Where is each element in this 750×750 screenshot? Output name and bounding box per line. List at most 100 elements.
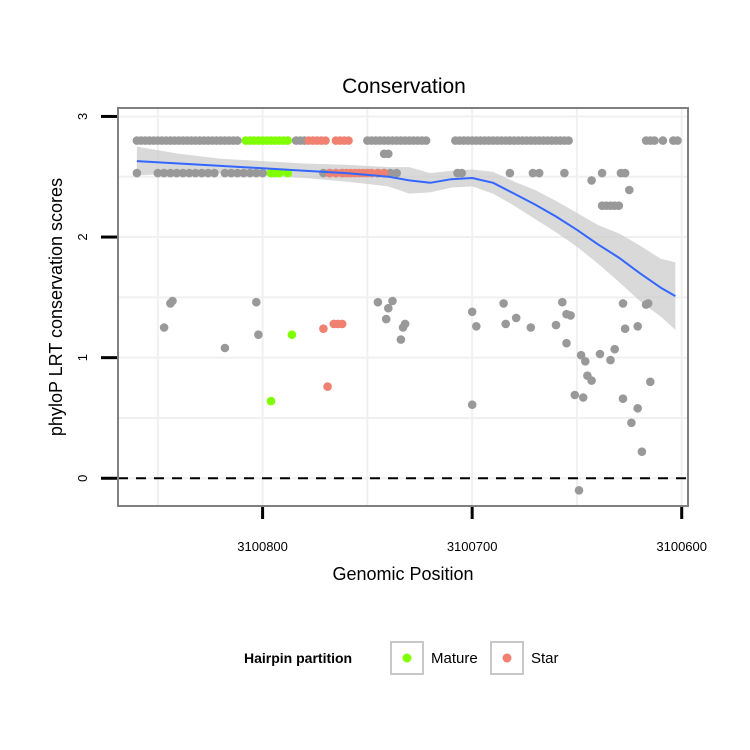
y-tick-label: 1	[75, 354, 90, 361]
data-point-other	[245, 168, 255, 178]
data-point-other	[254, 330, 263, 340]
data-point-other	[472, 322, 481, 331]
data-point-other	[501, 319, 511, 329]
data-point-other	[384, 303, 393, 313]
data-point-other	[233, 168, 242, 178]
data-point-other	[633, 322, 642, 331]
data-point-other	[646, 377, 655, 387]
data-point-other	[574, 486, 584, 495]
data-point-other	[388, 296, 397, 306]
y-axis-label: phyloP LRT conservation scores	[46, 178, 66, 436]
legend: Hairpin partition Mature Star	[244, 641, 559, 675]
data-point-other	[606, 355, 615, 365]
data-point-other	[643, 299, 653, 308]
data-point-other	[251, 168, 261, 178]
data-point-other	[560, 168, 569, 178]
data-point-other	[625, 185, 634, 195]
x-tick-label: 3100800	[237, 539, 288, 554]
data-point-other	[381, 314, 391, 324]
data-point-other	[558, 297, 567, 307]
data-point-other	[564, 136, 573, 145]
data-point-other	[597, 201, 607, 210]
data-point-other	[562, 338, 571, 348]
data-point-other	[159, 323, 169, 332]
data-point-mature	[275, 168, 284, 178]
data-point-other	[587, 376, 596, 385]
data-point-mature	[287, 330, 297, 340]
data-point-other	[172, 168, 181, 178]
data-point-other	[467, 307, 477, 317]
data-point-other	[597, 168, 607, 178]
data-point-other	[633, 404, 642, 413]
legend-key-mature	[390, 641, 424, 675]
y-tick-label: 2	[75, 233, 90, 240]
data-point-other	[233, 136, 242, 145]
data-point-other	[210, 168, 219, 178]
data-point-mature	[283, 168, 293, 178]
data-point-other	[587, 176, 596, 185]
data-point-other	[595, 349, 605, 359]
legend-label-star: Star	[531, 650, 559, 667]
data-point-other	[166, 168, 175, 178]
data-point-other	[526, 323, 536, 332]
data-point-star	[323, 382, 332, 391]
data-point-star	[337, 319, 347, 329]
data-point-other	[153, 168, 163, 178]
x-axis: 3100800 3100700 3100600	[237, 507, 707, 554]
data-point-other	[511, 313, 521, 323]
data-point-other	[178, 168, 188, 178]
data-point-other	[168, 296, 177, 306]
data-point-star	[319, 324, 328, 334]
data-point-other	[386, 168, 395, 178]
y-tick-label: 3	[75, 113, 90, 120]
legend-dot-mature	[402, 653, 412, 663]
data-point-other	[673, 136, 682, 145]
data-point-other	[551, 320, 561, 330]
data-point-other	[400, 319, 410, 329]
data-point-other	[159, 168, 169, 178]
y-axis: 0 1 2 3	[75, 113, 117, 482]
x-axis-label: Genomic Position	[332, 564, 473, 584]
data-point-other	[220, 343, 230, 353]
data-point-other	[534, 168, 544, 178]
data-point-other	[226, 168, 236, 178]
data-point-other	[457, 168, 467, 178]
legend-title: Hairpin partition	[244, 650, 352, 666]
data-point-other	[505, 168, 515, 178]
data-point-other	[578, 393, 588, 402]
data-point-other	[650, 136, 659, 145]
data-point-other	[132, 168, 142, 178]
plot-border	[117, 107, 689, 507]
data-point-other	[392, 168, 402, 178]
data-point-other	[239, 168, 248, 178]
data-point-mature	[266, 396, 276, 406]
data-point-other	[421, 136, 431, 145]
data-point-other	[197, 168, 207, 178]
data-point-other	[499, 299, 508, 308]
legend-dot-star	[502, 653, 512, 663]
smooth-line	[136, 160, 676, 297]
chart-title: Conservation	[342, 75, 466, 98]
data-point-other	[185, 168, 194, 178]
data-point-other	[637, 447, 647, 457]
series-mature	[241, 136, 297, 406]
data-point-other	[658, 136, 668, 145]
data-point-other	[566, 311, 575, 320]
data-point-star	[321, 136, 330, 145]
loess-line	[136, 160, 676, 297]
data-point-other	[570, 390, 580, 400]
data-point-other	[396, 335, 406, 344]
data-point-other	[203, 168, 213, 178]
data-point-other	[618, 299, 628, 308]
data-point-other	[620, 324, 630, 334]
data-point-other	[576, 350, 586, 360]
data-point-other	[384, 149, 393, 159]
data-point-other	[467, 400, 477, 410]
y-tick-label: 0	[75, 475, 90, 482]
data-point-star	[344, 136, 353, 145]
data-point-other	[618, 394, 628, 404]
data-point-other	[258, 168, 267, 178]
data-point-other	[220, 168, 230, 178]
data-point-other	[610, 344, 619, 354]
